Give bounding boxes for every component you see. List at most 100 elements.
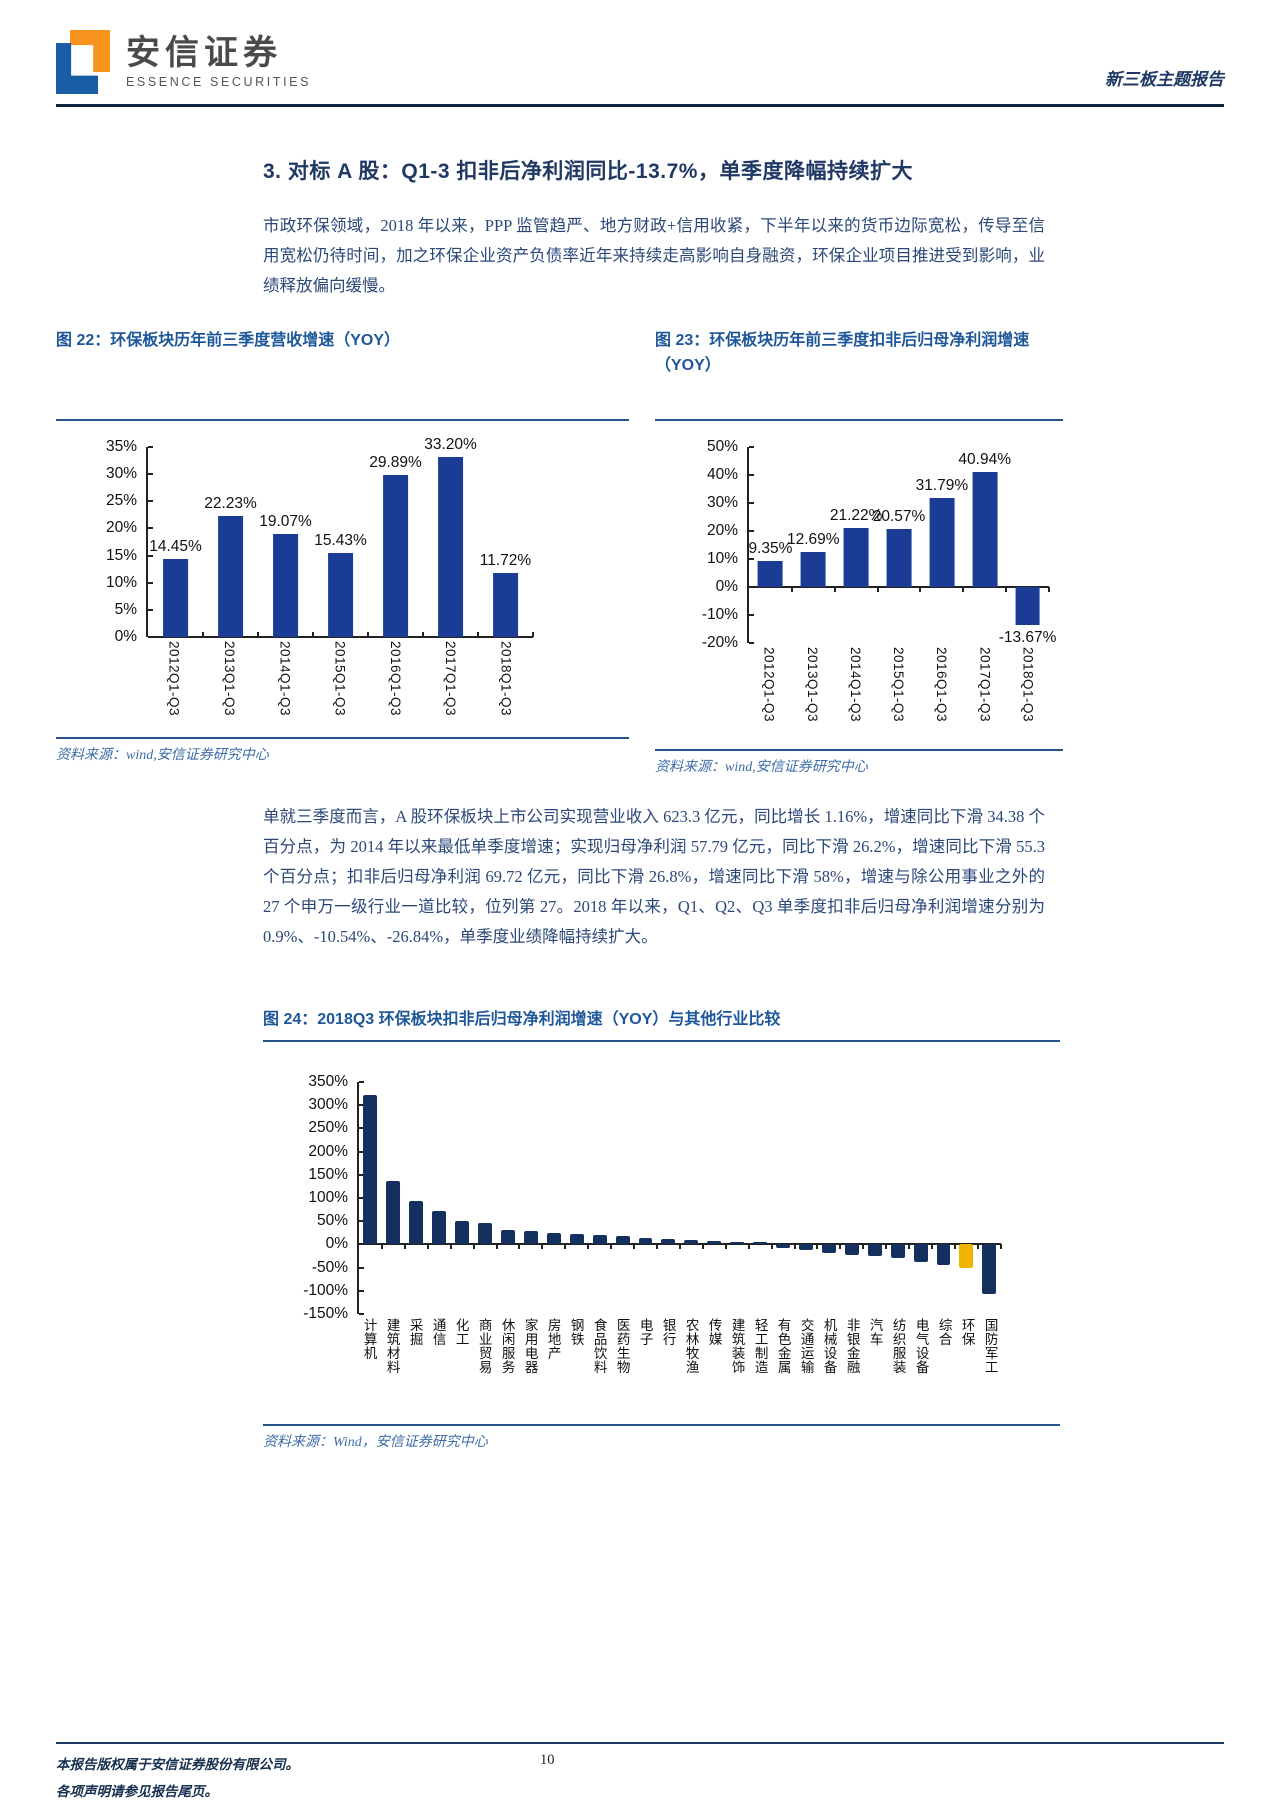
bar [936, 1244, 951, 1265]
bar [886, 529, 912, 588]
bar [569, 1233, 584, 1245]
bar [661, 1238, 676, 1245]
x-axis-label-text: 2014Q1-Q3 [847, 647, 863, 723]
paragraph-2: 单就三季度而言，A 股环保板块上市公司实现营业收入 623.3 亿元，同比增长 … [263, 807, 1045, 947]
bar-slot [588, 1082, 613, 1314]
x-axis-tick [367, 632, 369, 638]
x-axis-label-text: 纺织服装 [890, 1317, 906, 1374]
bar-value-label: 40.94% [958, 451, 1012, 469]
y-axis-tick [749, 446, 754, 449]
y-axis-tick [749, 558, 754, 561]
x-axis-label-text: 2015Q1-Q3 [891, 647, 907, 723]
bar [758, 560, 783, 588]
x-axis-label-text: 国防军工 [982, 1317, 998, 1374]
y-axis: 50% 40% 30% 20% 10% 0% -10% -20% [695, 438, 747, 651]
x-axis-label-text: 房地产 [545, 1317, 561, 1360]
bar-slot [886, 1082, 911, 1314]
bar [776, 1244, 791, 1249]
bar-slots: 9.35% 12.69% 21.22% 20.57% 31.79% 40.94% -13.6… [748, 447, 1056, 646]
chart-body: 350% 300% 250% 200% 150% 100% 50% 0% -50% -100% -1… [293, 1073, 1060, 1322]
y-axis-label: 0% [325, 1235, 348, 1253]
y-axis-tick [749, 502, 754, 505]
y-axis-tick [359, 1104, 364, 1107]
x-axis-label-text: 电子 [637, 1317, 653, 1346]
x-axis-label-text: 通信 [430, 1317, 446, 1346]
x-axis-label: 2018Q1-Q3 [478, 641, 533, 729]
x-axis-label-text: 医药生物 [614, 1317, 630, 1374]
y-axis: 35% 30% 25% 20% 15% 10% 5% 0% [84, 438, 146, 645]
x-axis-label: 2012Q1-Q3 [747, 647, 790, 741]
y-axis-tick [148, 608, 153, 611]
figure-24-chart: 350% 300% 250% 200% 150% 100% 50% 0% -50% -100% -1… [293, 1073, 1060, 1416]
x-axis-tick [931, 1244, 934, 1250]
bar-slot [634, 1082, 658, 1314]
header-divider [56, 104, 1224, 107]
x-axis-label: 纺织服装 [886, 1318, 909, 1416]
x-axis-labels: 计算机 建筑材料 采掘 通信 化工 商业贸易 休闲服务 家用电器 房地产 钢铁 食品饮料 医药生物 电子… [357, 1318, 1001, 1416]
x-axis-tick [633, 1244, 636, 1250]
x-axis-label: 房地产 [541, 1318, 564, 1416]
bar [730, 1241, 745, 1245]
y-axis-label: 50% [316, 1212, 348, 1230]
x-axis-tick [518, 1244, 521, 1250]
x-axis-tick [862, 1244, 865, 1250]
bar [409, 1201, 424, 1245]
x-axis-label: 2014Q1-Q3 [257, 641, 312, 729]
bar-value-label: 33.20% [424, 435, 477, 453]
bar [523, 1231, 538, 1245]
bar [684, 1239, 699, 1245]
x-axis-label-text: 2017Q1-Q3 [977, 647, 993, 723]
x-axis-label-text: 2013Q1-Q3 [222, 641, 237, 717]
y-axis-tick [749, 474, 754, 477]
x-axis-tick [816, 1244, 819, 1250]
x-axis-label: 商业贸易 [472, 1318, 495, 1416]
bar [821, 1244, 836, 1253]
x-axis-tick [312, 632, 314, 638]
bar-value-label: 11.72% [479, 552, 532, 570]
x-axis-tick [678, 1244, 681, 1250]
bar [867, 1244, 882, 1257]
logo-en: ESSENCE SECURITIES [126, 75, 312, 90]
logo-text: 安信证券 ESSENCE SECURITIES [126, 33, 312, 90]
figure-row: 图 22：环保板块历年前三季度营收增速（YOY） 35% 30% 25% 20% 15%… [56, 329, 1280, 776]
x-axis-line [148, 636, 533, 639]
y-axis-tick [148, 527, 153, 530]
x-axis-labels: 2012Q1-Q3 2013Q1-Q3 2014Q1-Q3 2015Q1-Q3 2016… [146, 641, 533, 729]
bar-value-label: -13.67% [998, 629, 1057, 647]
y-axis-label: 250% [308, 1119, 348, 1137]
y-axis-label: -150% [303, 1304, 348, 1322]
x-axis-label: 2016Q1-Q3 [367, 641, 422, 729]
x-axis-label-text: 钢铁 [568, 1317, 584, 1346]
y-axis-tick [749, 614, 754, 617]
x-axis-label-text: 2016Q1-Q3 [387, 641, 403, 717]
y-axis: 350% 300% 250% 200% 150% 100% 50% 0% -50% -100% -1… [293, 1073, 357, 1322]
bar [982, 1244, 997, 1295]
page-header: 安信证券 ESSENCE SECURITIES 新三板主题报告 [0, 0, 1280, 104]
bar [929, 498, 955, 588]
y-axis-label: 350% [308, 1072, 348, 1090]
figure-22-chart: 35% 30% 25% 20% 15% 10% 5% 0% 14.45% 22.23% 19.07%… [84, 436, 629, 729]
x-axis-label-text: 汽车 [867, 1317, 883, 1346]
y-axis-label: 100% [308, 1188, 348, 1206]
x-axis-tick [495, 1244, 498, 1250]
y-axis-label: -50% [311, 1258, 348, 1276]
bar-slot [772, 1082, 796, 1314]
x-axis-tick [919, 587, 922, 593]
x-axis-tick [701, 1244, 704, 1250]
bar-slot [542, 1082, 567, 1314]
bar-slots [359, 1082, 1002, 1314]
y-axis-label: 25% [105, 492, 137, 510]
bar-slot [382, 1082, 406, 1314]
logo-cn: 安信证券 [126, 33, 282, 72]
x-axis-tick [403, 1244, 406, 1250]
figure-24-source: 资料来源：Wind，安信证券研究中心 [263, 1423, 1060, 1451]
y-axis-label: 10% [105, 573, 137, 591]
x-axis-label: 电子 [633, 1318, 656, 1416]
figure-23: 图 23：环保板块历年前三季度扣非后归母净利润增速（YOY） 50% 40% 30%… [655, 329, 1063, 776]
x-axis-label-text: 2016Q1-Q3 [934, 647, 950, 723]
y-axis-label: -20% [701, 634, 738, 652]
x-axis-label: 综合 [932, 1318, 955, 1416]
x-axis-label: 钢铁 [564, 1318, 587, 1416]
x-axis-label-text: 环保 [959, 1317, 975, 1346]
bar [913, 1244, 928, 1262]
